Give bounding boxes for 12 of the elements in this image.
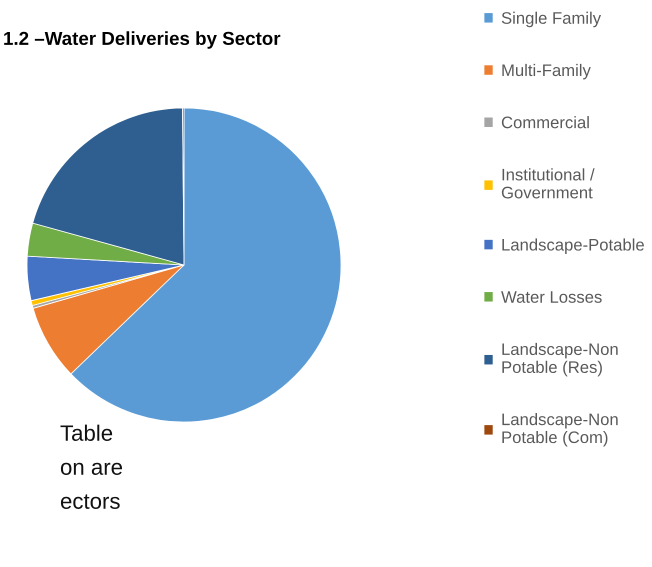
text: on are <box>60 462 122 475</box>
legend-label: Landscape-Non Potable (Com) <box>502 412 618 446</box>
text: ectors <box>60 494 120 509</box>
text: Table <box>60 424 112 441</box>
legend-label: Water Losses <box>501 291 602 303</box>
legend-label: Commercial <box>502 116 589 128</box>
legend-label: Multi-Family <box>502 64 591 80</box>
legend-label: Landscape-Potable <box>502 238 644 254</box>
legend-label: Single Family <box>502 12 602 28</box>
legend-label: Institutional / Government <box>502 168 595 198</box>
legend-label: Landscape-Non Potable (Res) <box>502 342 618 376</box>
text: 1.2 –Water Deliveries by Sector <box>4 31 280 49</box>
